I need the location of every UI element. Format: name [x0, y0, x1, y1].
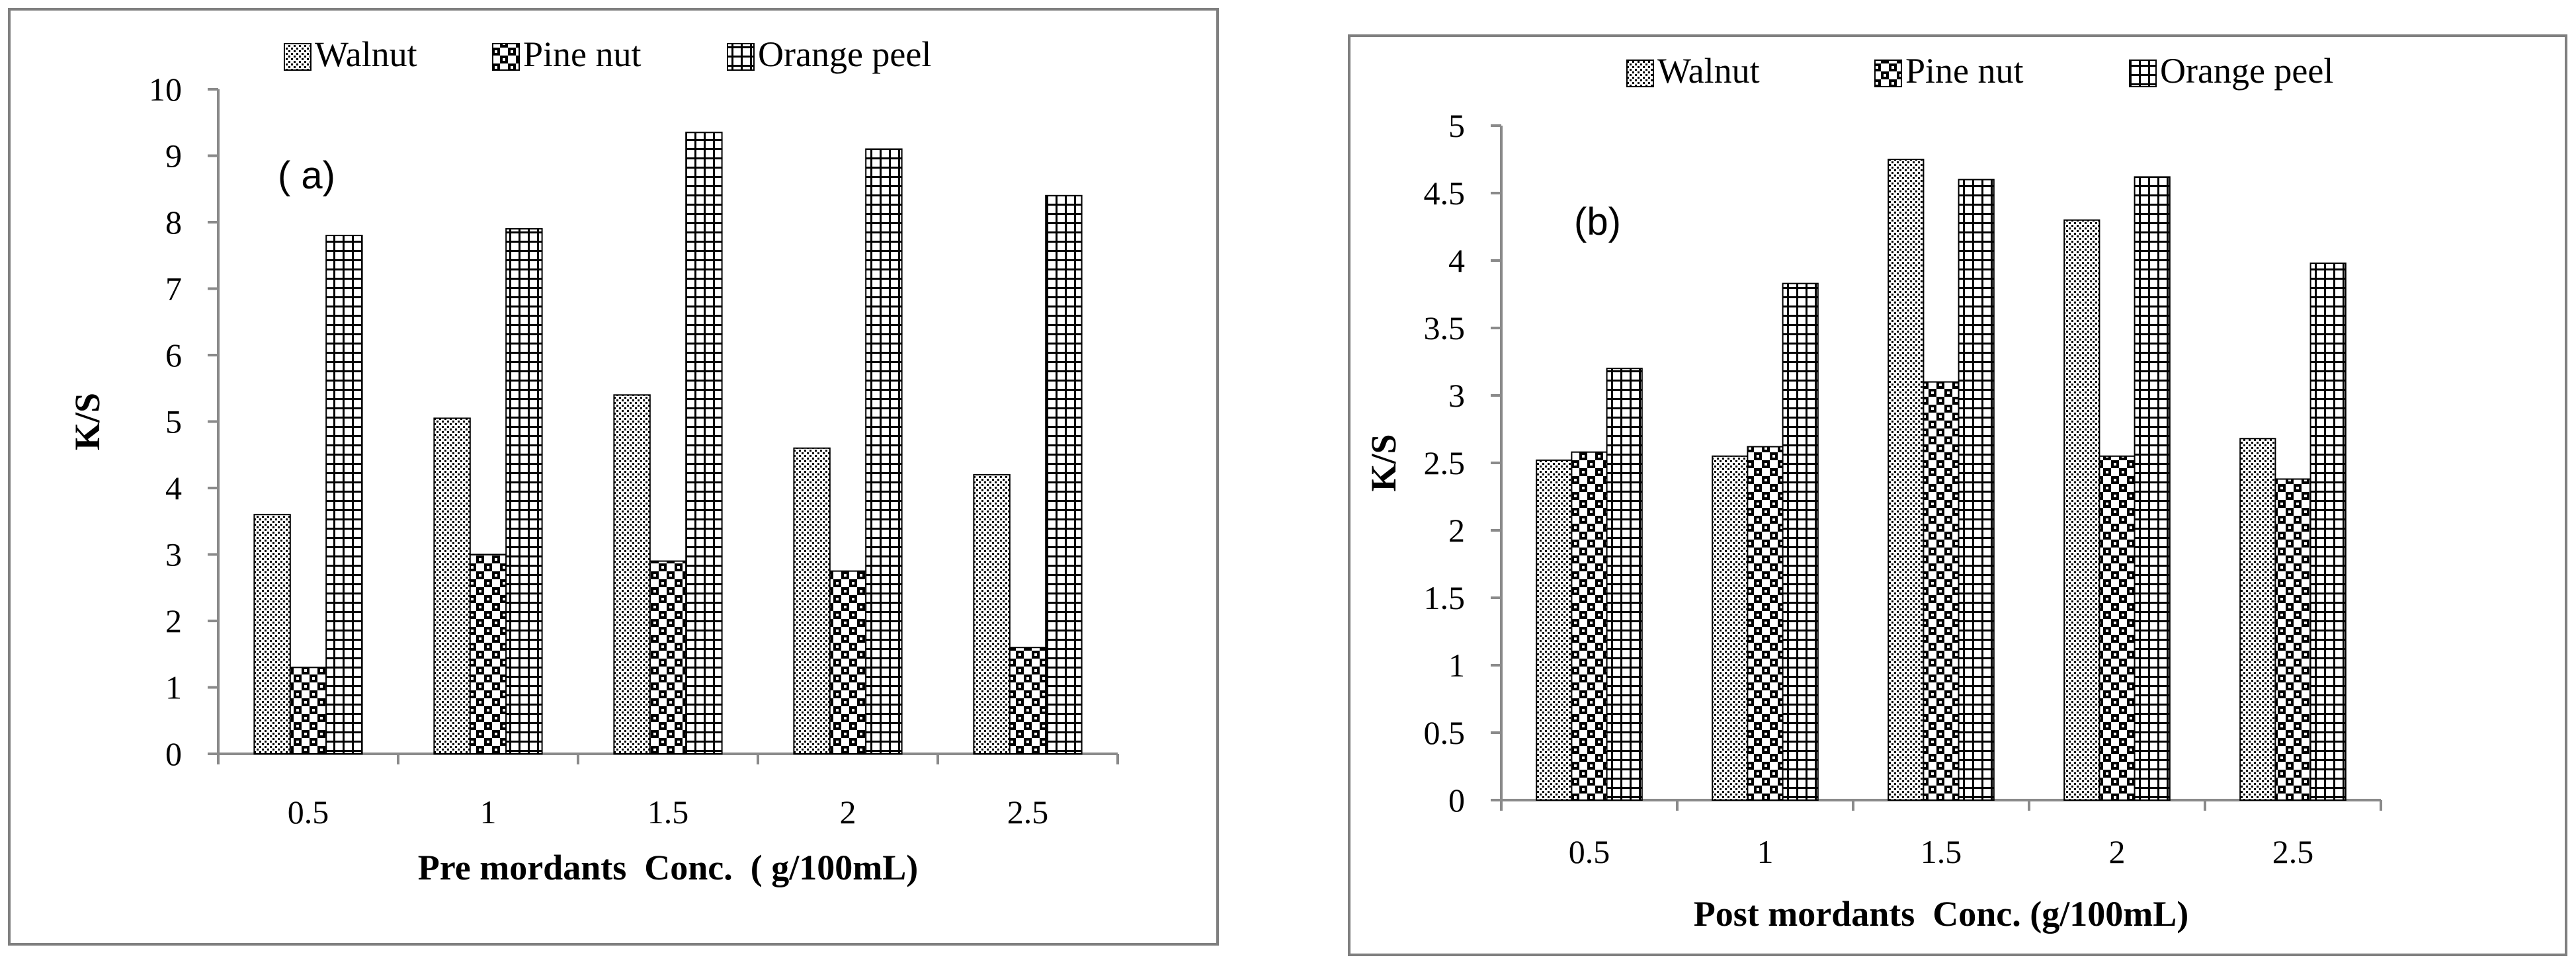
bar-pine-nut-1.5 [649, 560, 687, 754]
y-tick-label: 2 [165, 602, 182, 639]
bar-pine-nut-2.5 [1009, 647, 1047, 755]
bar-pine-nut-0.5 [1571, 451, 1608, 801]
bar-orange-peel-1.5 [685, 132, 723, 754]
y-tick-label: 5 [165, 403, 182, 440]
bar-walnut-2.5 [2239, 438, 2276, 801]
y-tick-label: 7 [165, 270, 182, 307]
bar-pine-nut-2 [829, 570, 867, 754]
x-tick-label: 1.5 [1921, 833, 1962, 870]
y-tick-label: 2 [1448, 512, 1465, 549]
bar-orange-peel-2 [2134, 176, 2171, 801]
x-tick-label: 1.5 [647, 794, 689, 831]
chart-panel-a: 0 1 2 3 4 5 6 7 8 9 10 0.5 1 1.5 2 2.5 Walnut Pine nut Ora… [67, 34, 1119, 887]
panel-label: ( a) [278, 154, 335, 197]
y-axis-title: K/S [67, 393, 107, 450]
chart-panel-b: 0 0.5 1 1.5 2 2.5 3 3.5 4 4.5 5 0.5 1 1.5 2 2.5 Walnut Pi… [1364, 51, 2382, 934]
bar-pine-nut-1 [469, 553, 507, 754]
x-tick-label: 2 [840, 794, 856, 831]
x-tick-label: 0.5 [288, 794, 329, 831]
bar-walnut-1 [433, 417, 471, 754]
legend-label: Pine nut [1905, 51, 2024, 91]
x-tick-label: 2.5 [1007, 794, 1049, 831]
bar-orange-peel-1 [505, 228, 543, 754]
y-tick-label: 5 [1448, 107, 1465, 144]
bar-orange-peel-1 [1782, 282, 1819, 801]
legend-swatch-pine-nut [1874, 60, 1902, 87]
legend-swatch-orange-peel [2129, 60, 2157, 87]
bar-orange-peel-2 [865, 148, 903, 754]
y-tick-label: 3 [165, 536, 182, 573]
bar-walnut-0.5 [253, 514, 291, 754]
y-tick-label: 6 [165, 337, 182, 374]
y-tick-label: 3 [1448, 377, 1465, 414]
y-tick-label: 0 [165, 735, 182, 772]
y-tick-label: 1.5 [1424, 579, 1466, 616]
bar-orange-peel-1.5 [1958, 179, 1995, 801]
y-tick-label: 1 [1448, 647, 1465, 684]
y-tick-label: 3.5 [1424, 309, 1466, 346]
bar-pine-nut-1 [1747, 446, 1784, 801]
bar-walnut-1.5 [613, 394, 651, 754]
bar-orange-peel-0.5 [325, 235, 363, 755]
bar-pine-nut-1.5 [1923, 381, 1960, 801]
bar-pine-nut-2.5 [2274, 478, 2311, 801]
bar-walnut-2.5 [973, 473, 1011, 755]
y-tick-label: 10 [149, 71, 182, 108]
legend-swatch-walnut [1626, 60, 1654, 87]
legend-swatch-orange-peel [727, 43, 755, 71]
bar-orange-peel-0.5 [1606, 368, 1643, 801]
legend-label: Walnut [315, 34, 417, 74]
y-tick-label: 0.5 [1424, 714, 1466, 751]
y-tick-label: 4.5 [1424, 175, 1466, 212]
y-axis-title: K/S [1364, 434, 1403, 491]
bar-walnut-2 [793, 447, 831, 754]
bar-walnut-2 [2063, 219, 2100, 801]
y-tick-label: 8 [165, 204, 182, 241]
x-tick-label: 2 [2109, 833, 2126, 870]
bar-pine-nut-2 [2098, 455, 2136, 801]
bar-walnut-0.5 [1536, 459, 1573, 801]
x-tick-label: 0.5 [1569, 833, 1610, 870]
bar-pine-nut-0.5 [289, 667, 327, 754]
x-axis-title: Pre mordants Conc. ( g/100mL) [418, 848, 918, 887]
bar-orange-peel-2.5 [1045, 194, 1083, 754]
bar-walnut-1.5 [1888, 159, 1925, 801]
legend-label: Pine nut [523, 34, 642, 74]
panel-label: (b) [1574, 200, 1621, 243]
y-tick-label: 4 [165, 469, 182, 507]
legend-swatch-walnut [284, 43, 312, 71]
bar-orange-peel-2.5 [2309, 263, 2347, 801]
y-tick-label: 2.5 [1424, 444, 1466, 481]
x-tick-label: 1 [1757, 833, 1774, 870]
y-tick-label: 1 [165, 669, 182, 706]
x-tick-label: 2.5 [2272, 833, 2314, 870]
legend-label: Walnut [1657, 51, 1760, 91]
y-tick-label: 9 [165, 138, 182, 175]
bar-walnut-1 [1712, 455, 1749, 801]
legend-label: Orange peel [2160, 51, 2333, 91]
x-axis-title: Post mordants Conc. (g/100mL) [1694, 894, 2188, 934]
legend-swatch-pine-nut [492, 43, 520, 71]
y-tick-label: 4 [1448, 242, 1465, 279]
x-tick-label: 1 [480, 794, 497, 831]
legend-label: Orange peel [758, 34, 931, 74]
y-tick-label: 0 [1448, 782, 1465, 819]
